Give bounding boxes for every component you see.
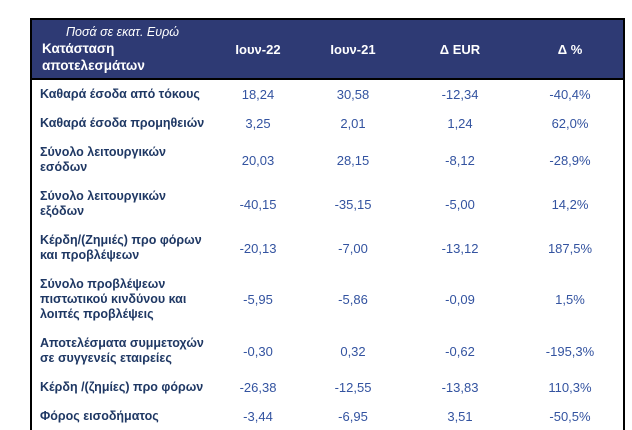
- table-row: Αποτελέσματα συμμετοχών σε συγγενείς ετα…: [31, 329, 624, 373]
- row-label: Καθαρά έσοδα προμηθειών: [40, 116, 205, 130]
- column-header-delta-eur: Δ EUR: [403, 19, 517, 80]
- cell-delta-pct: -40,4%: [549, 87, 591, 102]
- row-label: Κέρδη /(ζημίες) προ φόρων: [40, 380, 204, 394]
- row-label: Καθαρά έσοδα από τόκους: [40, 87, 200, 101]
- row-label: Φόρος εισοδήματος: [40, 409, 159, 423]
- cell-jun22: 18,24: [241, 87, 275, 102]
- cell-jun21: 28,15: [336, 152, 370, 168]
- table-row: Σύνολο προβλέψεων πιστωτικού κινδύνου κα…: [31, 270, 624, 329]
- cell-delta-eur: 3,51: [447, 409, 473, 424]
- cell-delta-pct: 14,2%: [551, 196, 589, 212]
- cell-jun22: -26,38: [239, 380, 277, 395]
- table-row: Σύνολο λειτουργικών εσόδων 20,03 28,15 -…: [31, 138, 624, 182]
- cell-jun21: -12,55: [334, 380, 372, 395]
- cell-delta-eur: -8,12: [445, 152, 475, 168]
- row-label: Σύνολο λειτουργικών εξόδων: [40, 189, 166, 218]
- cell-jun21: 0,32: [340, 343, 366, 359]
- cell-delta-pct: 62,0%: [551, 116, 589, 131]
- cell-delta-pct: 1,5%: [555, 292, 585, 307]
- table-row: Φόρος εισοδήματος -3,44 -6,95 3,51 -50,5…: [31, 402, 624, 430]
- row-label: Σύνολο προβλέψεων πιστωτικού κινδύνου κα…: [40, 277, 187, 321]
- cell-delta-pct: 110,3%: [548, 380, 592, 395]
- cell-jun22: -5,95: [243, 292, 273, 307]
- row-label: Αποτελέσματα συμμετοχών σε συγγενείς ετα…: [40, 336, 204, 365]
- cell-jun21: -5,86: [338, 292, 368, 307]
- cell-delta-eur: -0,62: [445, 343, 475, 359]
- column-header-jun21: Ιουν-21: [303, 19, 403, 80]
- cell-delta-eur: -12,34: [441, 87, 479, 102]
- cell-jun21: 2,01: [340, 116, 366, 131]
- row-label: Κέρδη/(Ζημιές) προ φόρων και προβλέψεων: [40, 233, 202, 262]
- row-label: Σύνολο λειτουργικών εσόδων: [40, 145, 166, 174]
- cell-delta-eur: -5,00: [445, 196, 475, 212]
- table-row: Σύνολο λειτουργικών εξόδων -40,15 -35,15…: [31, 182, 624, 226]
- cell-delta-pct: -50,5%: [549, 409, 591, 424]
- cell-delta-pct: -195,3%: [545, 343, 595, 359]
- table-row: Κέρδη /(ζημίες) προ φόρων -26,38 -12,55 …: [31, 373, 624, 402]
- column-header-delta-pct: Δ %: [517, 19, 624, 80]
- header-corner-cell: Ποσά σε εκατ. Ευρώ Κατάσταση αποτελεσμάτ…: [31, 19, 213, 80]
- cell-delta-eur: 1,24: [447, 116, 473, 131]
- column-header-jun22: Ιουν-22: [213, 19, 303, 80]
- table-header: Ποσά σε εκατ. Ευρώ Κατάσταση αποτελεσμάτ…: [31, 19, 624, 80]
- units-note: Ποσά σε εκατ. Ευρώ: [65, 25, 180, 39]
- cell-delta-pct: 187,5%: [547, 240, 593, 256]
- table-title: Κατάσταση αποτελεσμάτων: [42, 41, 145, 73]
- table-row: Καθαρά έσοδα από τόκους 18,24 30,58 -12,…: [31, 79, 624, 109]
- table-row: Κέρδη/(Ζημιές) προ φόρων και προβλέψεων …: [31, 226, 624, 270]
- table-body: Καθαρά έσοδα από τόκους 18,24 30,58 -12,…: [31, 79, 624, 430]
- cell-delta-eur: -13,12: [441, 240, 479, 256]
- cell-jun22: 20,03: [241, 152, 275, 168]
- cell-jun21: -6,95: [338, 409, 368, 424]
- cell-jun21: -35,15: [334, 196, 372, 212]
- cell-jun22: 3,25: [245, 116, 271, 131]
- income-statement-table: Ποσά σε εκατ. Ευρώ Κατάσταση αποτελεσμάτ…: [30, 18, 625, 430]
- cell-delta-eur: -0,09: [445, 292, 475, 307]
- cell-delta-pct: -28,9%: [549, 152, 591, 168]
- cell-jun22: -20,13: [239, 240, 277, 256]
- cell-jun22: -0,30: [243, 343, 273, 359]
- cell-jun22: -3,44: [243, 409, 273, 424]
- table-row: Καθαρά έσοδα προμηθειών 3,25 2,01 1,24 6…: [31, 109, 624, 138]
- cell-delta-eur: -13,83: [441, 380, 479, 395]
- cell-jun21: 30,58: [336, 87, 370, 102]
- header-row: Ποσά σε εκατ. Ευρώ Κατάσταση αποτελεσμάτ…: [31, 19, 624, 80]
- cell-jun21: -7,00: [338, 240, 368, 256]
- cell-jun22: -40,15: [239, 196, 277, 212]
